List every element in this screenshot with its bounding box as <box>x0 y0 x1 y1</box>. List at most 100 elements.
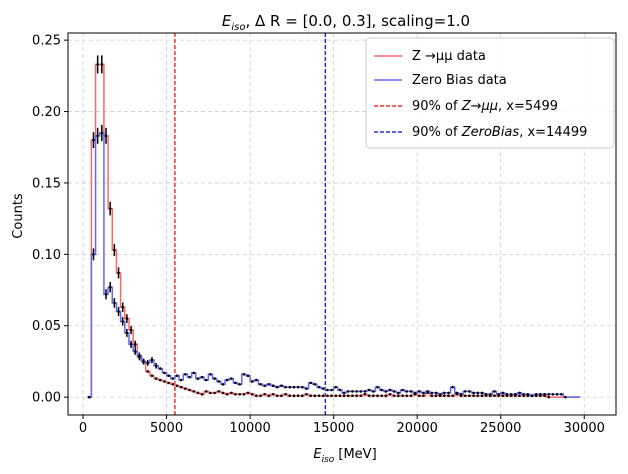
data-point <box>330 394 333 398</box>
data-point <box>384 394 388 398</box>
data-point <box>426 390 429 393</box>
legend-label-vline-zero-bias: 90% of ZeroBias, x=14499 <box>412 125 587 140</box>
data-point <box>388 388 392 392</box>
data-point <box>459 392 463 396</box>
data-point <box>447 394 450 398</box>
data-point <box>501 391 505 395</box>
data-point <box>234 392 237 396</box>
data-point <box>509 392 513 396</box>
data-point <box>497 392 500 396</box>
data-point <box>359 394 363 398</box>
data-point <box>355 394 358 398</box>
data-point <box>493 394 496 398</box>
data-point <box>280 394 283 398</box>
data-point <box>472 391 475 395</box>
data-point <box>138 354 141 358</box>
data-point <box>238 392 241 396</box>
legend-label-zero-bias: Zero Bias data <box>412 73 507 88</box>
data-point <box>188 375 191 379</box>
data-point <box>301 394 304 398</box>
data-point <box>234 381 237 385</box>
data-point <box>555 392 559 396</box>
legend: Z →μμ data Zero Bias data 90% of Z→μμ, x… <box>365 37 615 149</box>
x-tick-label: 15000 <box>313 421 354 436</box>
data-point <box>246 391 250 395</box>
data-point <box>380 394 383 398</box>
data-point <box>438 392 442 396</box>
data-point <box>326 388 329 392</box>
data-point <box>163 380 166 383</box>
data-point <box>250 380 254 383</box>
data-point <box>150 374 154 378</box>
data-point <box>376 394 379 398</box>
data-point <box>167 381 170 385</box>
data-point <box>196 391 200 395</box>
y-tick-label: 0.15 <box>32 176 61 191</box>
y-tick-label: 0.00 <box>32 391 61 406</box>
data-point <box>221 391 225 395</box>
data-point <box>463 390 467 393</box>
data-point <box>267 394 271 398</box>
data-point <box>150 358 154 362</box>
data-point <box>543 392 546 396</box>
data-point <box>468 390 471 393</box>
legend-entry-vline-z-mumu: 90% of Z→μμ, x=5499 <box>374 99 558 114</box>
data-point <box>443 394 446 398</box>
data-point <box>88 395 91 399</box>
data-point <box>125 317 129 320</box>
y-tick-label: 0.20 <box>32 105 61 120</box>
data-point <box>342 391 346 395</box>
data-point <box>301 385 304 389</box>
data-point <box>92 253 95 256</box>
data-point <box>355 390 358 393</box>
data-point <box>204 390 208 393</box>
data-point <box>384 390 388 393</box>
data-point <box>100 131 104 135</box>
data-point <box>476 391 480 395</box>
data-point <box>317 385 321 389</box>
legend-label-z-mumu: Z →μμ data <box>412 49 486 64</box>
data-point <box>351 390 354 393</box>
data-point <box>422 394 425 398</box>
data-point <box>363 390 367 393</box>
x-axis-label: Eiso [MeV] <box>313 447 376 465</box>
data-point-markers <box>88 55 567 399</box>
data-point <box>321 394 325 398</box>
data-point <box>200 392 204 396</box>
data-point <box>367 394 371 398</box>
data-point <box>92 138 95 142</box>
legend-entry-z-mumu: Z →μμ data <box>374 49 486 64</box>
data-point <box>472 394 475 398</box>
data-point <box>451 394 454 398</box>
data-point <box>175 374 179 378</box>
data-point <box>275 394 279 398</box>
data-point <box>129 343 133 346</box>
data-point <box>430 391 434 395</box>
y-tick-label: 0.10 <box>32 248 61 263</box>
y-axis-label: Counts <box>11 193 26 239</box>
data-point <box>564 395 567 399</box>
data-point <box>255 378 258 382</box>
data-point <box>263 384 267 388</box>
data-point <box>133 343 137 346</box>
data-point <box>413 391 417 395</box>
data-point <box>363 392 367 396</box>
data-point <box>108 207 112 210</box>
data-point <box>305 392 308 396</box>
legend-label-vline-z-mumu: 90% of Z→μμ, x=5499 <box>412 99 558 114</box>
data-point <box>284 392 287 396</box>
data-point <box>242 392 246 396</box>
y-axis-ticks: 0.00 0.05 0.10 0.15 0.20 0.25 <box>32 34 68 406</box>
data-point <box>142 360 145 363</box>
data-point <box>113 248 116 252</box>
x-axis-ticks: 0 5000 10000 15000 20000 25000 30000 <box>79 415 605 436</box>
data-point <box>200 375 204 379</box>
data-point <box>334 385 338 389</box>
data-point <box>401 394 404 398</box>
data-point <box>154 364 158 368</box>
data-point <box>121 320 125 323</box>
data-point <box>405 394 409 398</box>
legend-entry-vline-zero-bias: 90% of ZeroBias, x=14499 <box>374 125 587 140</box>
data-point <box>372 394 375 398</box>
data-point <box>192 371 196 375</box>
